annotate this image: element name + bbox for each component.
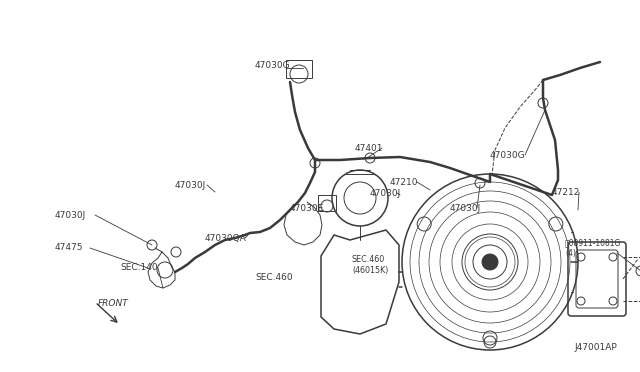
Circle shape xyxy=(482,254,498,270)
Text: ⓝ08911-1081G
(4): ⓝ08911-1081G (4) xyxy=(565,238,621,258)
Text: 47030J: 47030J xyxy=(450,203,481,212)
Text: SEC.460: SEC.460 xyxy=(255,273,292,282)
Text: SEC.460
(46015K): SEC.460 (46015K) xyxy=(352,255,388,275)
Text: 47212: 47212 xyxy=(552,187,580,196)
Text: 47030J: 47030J xyxy=(55,211,86,219)
Bar xyxy=(318,195,336,211)
Text: 47030G: 47030G xyxy=(490,151,525,160)
Text: 47210: 47210 xyxy=(390,177,419,186)
Text: 47030E: 47030E xyxy=(290,203,324,212)
Text: SEC.140: SEC.140 xyxy=(120,263,157,273)
Text: 47030QA: 47030QA xyxy=(205,234,247,243)
Text: 47030J: 47030J xyxy=(370,189,401,198)
Text: 47030J: 47030J xyxy=(175,180,206,189)
Text: 47401: 47401 xyxy=(355,144,383,153)
Text: FRONT: FRONT xyxy=(98,298,129,308)
Text: 47030G: 47030G xyxy=(255,61,291,70)
Text: 47475: 47475 xyxy=(55,244,83,253)
Bar xyxy=(286,60,312,78)
Text: J47001AP: J47001AP xyxy=(574,343,617,353)
